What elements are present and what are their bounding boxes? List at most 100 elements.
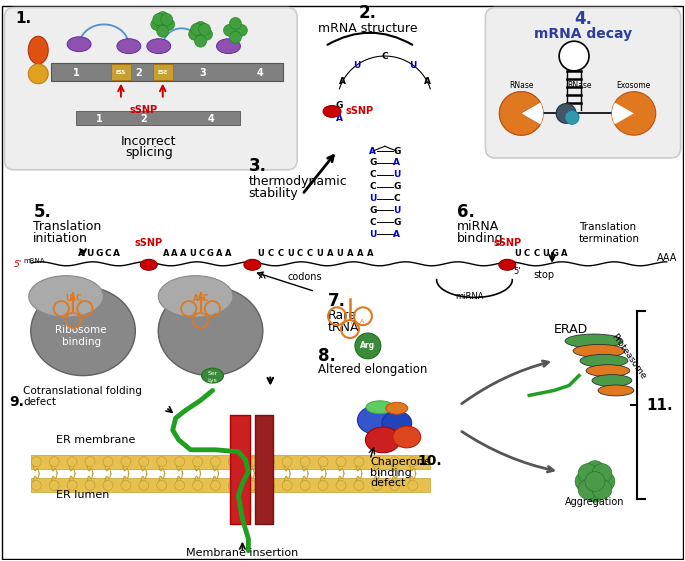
Ellipse shape bbox=[358, 406, 393, 434]
Circle shape bbox=[282, 480, 292, 490]
Text: 4: 4 bbox=[257, 68, 264, 78]
Text: 9.: 9. bbox=[10, 396, 24, 410]
Bar bbox=[256, 415, 273, 524]
Circle shape bbox=[85, 480, 95, 490]
Text: AAA: AAA bbox=[657, 253, 677, 263]
Bar bbox=[111, 64, 131, 80]
Text: A: A bbox=[327, 249, 334, 258]
Ellipse shape bbox=[386, 402, 408, 414]
Ellipse shape bbox=[580, 355, 628, 367]
Text: C: C bbox=[370, 182, 376, 191]
Circle shape bbox=[585, 472, 605, 491]
Text: A: A bbox=[360, 319, 364, 324]
Text: ER membrane: ER membrane bbox=[56, 435, 136, 445]
Text: A: A bbox=[70, 294, 76, 303]
Circle shape bbox=[121, 457, 131, 467]
FancyBboxPatch shape bbox=[486, 8, 681, 158]
Text: binding: binding bbox=[370, 467, 412, 477]
Text: C: C bbox=[393, 194, 400, 203]
Circle shape bbox=[559, 41, 589, 71]
Text: C: C bbox=[524, 249, 530, 258]
Circle shape bbox=[247, 480, 256, 490]
Text: 5': 5' bbox=[566, 111, 573, 119]
Circle shape bbox=[190, 24, 203, 35]
Circle shape bbox=[67, 457, 77, 467]
Text: defect: defect bbox=[370, 479, 406, 489]
Ellipse shape bbox=[28, 36, 48, 64]
Circle shape bbox=[300, 480, 310, 490]
Text: A: A bbox=[424, 77, 431, 86]
Text: C: C bbox=[199, 249, 205, 258]
Text: C: C bbox=[382, 52, 388, 61]
Circle shape bbox=[247, 457, 256, 467]
Ellipse shape bbox=[592, 375, 632, 387]
Text: U: U bbox=[543, 249, 549, 258]
Circle shape bbox=[157, 12, 169, 24]
Text: 4: 4 bbox=[207, 114, 214, 125]
Text: A: A bbox=[393, 229, 400, 238]
Text: 5.: 5. bbox=[34, 203, 51, 221]
Text: Membrane insertion: Membrane insertion bbox=[186, 548, 299, 558]
Text: stop: stop bbox=[534, 270, 555, 279]
Ellipse shape bbox=[140, 259, 158, 270]
Text: mRNA decay: mRNA decay bbox=[534, 27, 632, 42]
Text: mRNA: mRNA bbox=[23, 258, 45, 264]
Text: G: G bbox=[95, 249, 103, 258]
Circle shape bbox=[157, 480, 166, 490]
Text: 6.: 6. bbox=[456, 203, 475, 221]
Circle shape bbox=[32, 457, 41, 467]
Text: G: G bbox=[393, 182, 401, 191]
Text: sSNP: sSNP bbox=[493, 238, 521, 248]
Bar bbox=[51, 63, 283, 81]
Text: C: C bbox=[277, 249, 284, 258]
Text: G: G bbox=[393, 218, 401, 227]
Circle shape bbox=[195, 35, 207, 47]
Circle shape bbox=[103, 480, 113, 490]
Text: 2.: 2. bbox=[359, 4, 377, 22]
Circle shape bbox=[175, 480, 185, 490]
Circle shape bbox=[229, 457, 238, 467]
Wedge shape bbox=[499, 91, 540, 135]
Circle shape bbox=[157, 457, 166, 467]
Text: Cotranslational folding: Cotranslational folding bbox=[23, 387, 142, 397]
Text: 1.: 1. bbox=[15, 11, 32, 26]
Text: sSNP: sSNP bbox=[129, 104, 158, 114]
Text: A: A bbox=[77, 249, 84, 258]
Text: A: A bbox=[369, 146, 376, 155]
Text: U: U bbox=[65, 294, 71, 303]
Circle shape bbox=[264, 480, 274, 490]
Text: initiation: initiation bbox=[34, 232, 88, 245]
Text: A: A bbox=[357, 249, 363, 258]
Text: C: C bbox=[105, 249, 111, 258]
Text: ESS: ESS bbox=[116, 70, 126, 75]
Circle shape bbox=[175, 457, 185, 467]
Text: 8.: 8. bbox=[318, 347, 336, 365]
Circle shape bbox=[355, 333, 381, 359]
Circle shape bbox=[390, 480, 400, 490]
Ellipse shape bbox=[117, 39, 141, 54]
Circle shape bbox=[210, 480, 221, 490]
Text: A: A bbox=[393, 158, 400, 167]
Text: Rare: Rare bbox=[328, 309, 357, 322]
Bar bbox=[76, 112, 240, 125]
Ellipse shape bbox=[31, 287, 136, 376]
Text: U: U bbox=[287, 249, 294, 258]
Text: Ribosome
binding: Ribosome binding bbox=[55, 325, 107, 347]
Circle shape bbox=[585, 461, 605, 480]
Text: G: G bbox=[207, 249, 214, 258]
Ellipse shape bbox=[499, 259, 516, 270]
Circle shape bbox=[282, 457, 292, 467]
Text: ERAD: ERAD bbox=[554, 323, 588, 336]
Text: ER lumen: ER lumen bbox=[56, 490, 110, 500]
Text: Translation: Translation bbox=[34, 220, 101, 233]
Ellipse shape bbox=[158, 275, 233, 317]
Circle shape bbox=[318, 457, 328, 467]
Text: 10.: 10. bbox=[418, 454, 443, 468]
Circle shape bbox=[595, 472, 615, 491]
Text: sSNP: sSNP bbox=[346, 107, 374, 117]
Text: G: G bbox=[369, 206, 377, 215]
Text: G: G bbox=[369, 158, 377, 167]
Text: U: U bbox=[409, 61, 416, 70]
Text: U: U bbox=[514, 249, 521, 258]
Text: Translation
termination: Translation termination bbox=[579, 223, 640, 244]
